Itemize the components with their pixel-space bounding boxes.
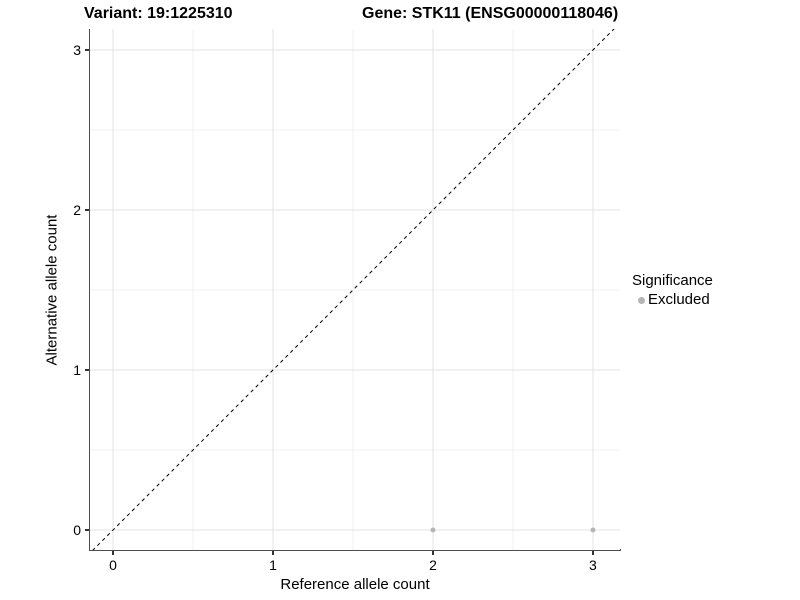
x-tick-label: 0 xyxy=(109,557,117,573)
data-point xyxy=(430,527,436,533)
x-tick-label: 3 xyxy=(589,557,597,573)
y-tick-label: 2 xyxy=(73,201,81,218)
y-tick-mark xyxy=(84,369,89,371)
legend: Significance Excluded xyxy=(630,272,713,309)
plot-title-gene: Gene: STK11 (ENSG00000118046) xyxy=(362,5,619,22)
y-tick-mark xyxy=(84,529,89,531)
x-tick-mark xyxy=(272,551,274,555)
legend-item-label: Excluded xyxy=(648,291,710,308)
x-tick-label: 1 xyxy=(269,557,277,573)
y-axis-title: Alternative allele count xyxy=(43,214,61,366)
x-tick-mark xyxy=(592,551,594,555)
panel-svg xyxy=(90,29,620,550)
y-tick-mark xyxy=(84,49,89,51)
x-tick-mark xyxy=(112,551,114,555)
legend-point-icon xyxy=(638,296,645,304)
y-tick-label: 0 xyxy=(73,521,81,538)
plot-title-variant: Variant: 19:1225310 xyxy=(84,5,233,22)
x-tick-mark xyxy=(432,551,434,555)
legend-title: Significance xyxy=(632,272,713,289)
legend-item-excluded: Excluded xyxy=(630,291,713,309)
y-tick-label: 1 xyxy=(73,361,81,378)
y-tick-mark xyxy=(84,209,89,211)
data-point xyxy=(590,527,596,533)
plot-panel xyxy=(90,29,620,550)
y-tick-label: 3 xyxy=(73,41,81,58)
x-axis-line xyxy=(89,549,621,551)
x-axis-title: Reference allele count xyxy=(280,576,430,593)
x-tick-label: 2 xyxy=(429,557,437,573)
